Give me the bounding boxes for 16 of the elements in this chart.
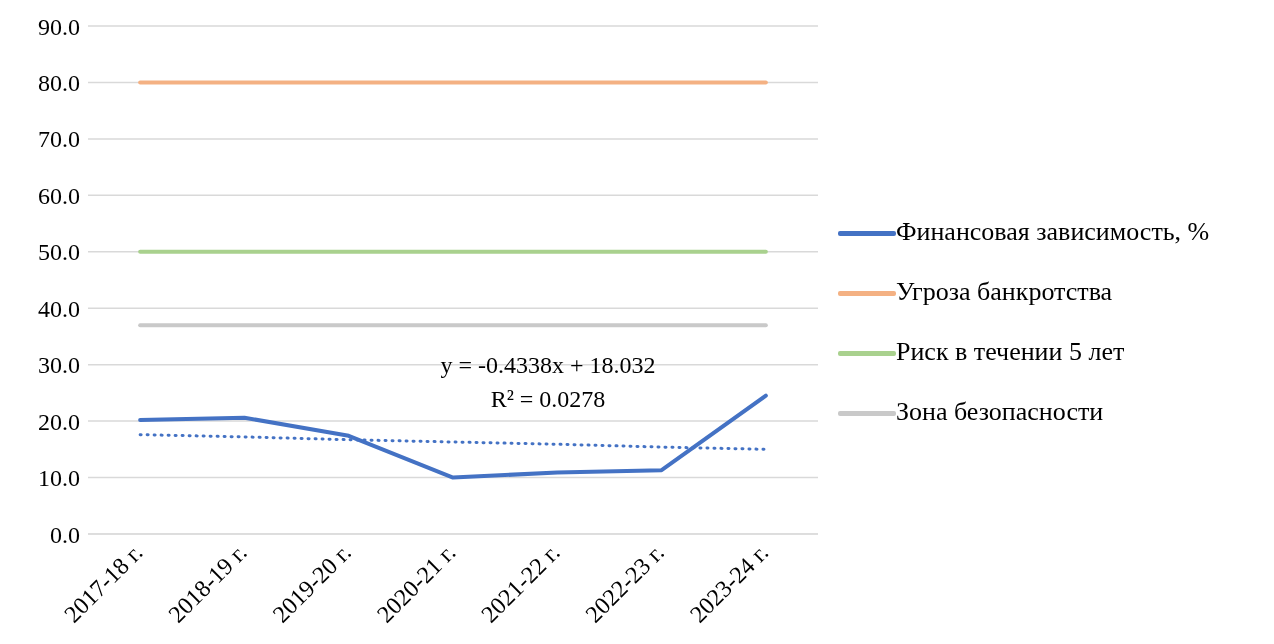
legend-label: Риск в течении 5 лет: [896, 337, 1125, 367]
y-tick-label: 80.0: [38, 69, 80, 96]
legend-label: Угроза банкротства: [896, 277, 1113, 307]
y-tick-label: 60.0: [38, 182, 80, 209]
y-tick-label: 90.0: [38, 13, 80, 40]
y-tick-label: 10.0: [38, 465, 80, 492]
annotation: y = -0.4338x + 18.032: [439, 351, 657, 380]
y-tick-label: 40.0: [38, 295, 80, 322]
y-tick-label: 30.0: [38, 352, 80, 379]
y-tick-label: 20.0: [38, 408, 80, 435]
y-tick-label: 0.0: [50, 521, 80, 548]
legend-label: Финансовая зависимость, %: [896, 217, 1210, 247]
annotation: R² = 0.0278: [489, 385, 607, 414]
y-tick-label: 70.0: [38, 126, 80, 153]
y-tick-label: 50.0: [38, 239, 80, 266]
legend-label: Зона безопасности: [896, 397, 1104, 427]
